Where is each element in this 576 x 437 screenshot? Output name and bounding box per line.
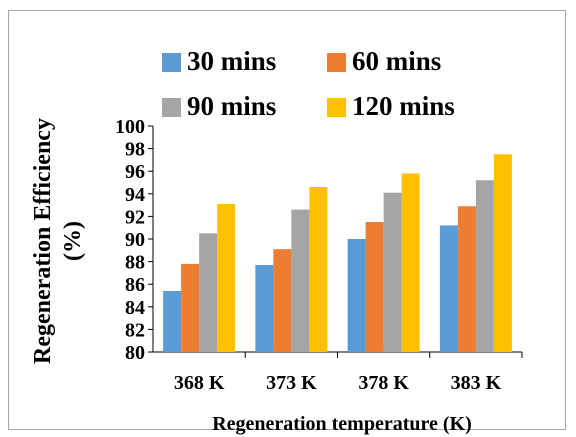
bar-30-mins-378-K [347, 239, 366, 352]
y-tick-label: 92 [125, 206, 145, 228]
legend-label-60-mins: 60 mins [352, 46, 441, 76]
bar-30-mins-373-K [255, 264, 274, 352]
bar-60-mins-373-K [273, 249, 292, 352]
y-tick-label: 100 [115, 116, 145, 138]
bar-120-mins-383-K [493, 154, 512, 352]
y-tick-label: 90 [125, 229, 145, 251]
legend-swatch-120-mins [327, 98, 346, 117]
y-axis-title-line2: (%) [60, 221, 86, 261]
bar-60-mins-368-K [181, 263, 200, 352]
y-tick-label: 88 [125, 252, 145, 274]
y-tick-label: 84 [125, 297, 145, 319]
bar-120-mins-368-K [217, 203, 236, 352]
y-axis-title: Regeneration Efficiency (%) [30, 118, 86, 364]
x-tick-label: 373 K [266, 372, 317, 394]
bar-60-mins-383-K [457, 206, 476, 352]
x-tick-label: 378 K [358, 372, 409, 394]
y-tick-label: 80 [125, 342, 145, 364]
x-tick-label: 383 K [451, 372, 502, 394]
bar-120-mins-373-K [309, 187, 328, 352]
y-tick-label: 82 [125, 319, 145, 341]
bar-30-mins-368-K [163, 290, 182, 352]
bar-90-mins-368-K [199, 233, 218, 352]
legend-label-30-mins: 30 mins [187, 46, 276, 76]
bar-60-mins-378-K [365, 222, 384, 352]
bar-120-mins-378-K [401, 173, 420, 352]
legend-label-90-mins: 90 mins [187, 91, 276, 121]
legend-swatch-30-mins [162, 53, 181, 72]
bar-30-mins-383-K [439, 225, 458, 352]
y-tick-label: 96 [125, 161, 145, 183]
x-tick-label: 368 K [174, 372, 225, 394]
y-tick-label: 86 [125, 274, 145, 296]
legend-swatch-60-mins [327, 53, 346, 72]
x-axis-title: Regeneration temperature (K) [212, 413, 472, 435]
bar-90-mins-383-K [475, 180, 494, 352]
y-axis-title-line1: Regeneration Efficiency [30, 118, 56, 364]
bar-90-mins-373-K [291, 209, 310, 352]
legend-swatch-90-mins [162, 98, 181, 117]
y-tick-label: 94 [125, 184, 145, 206]
bar-90-mins-378-K [383, 192, 402, 352]
legend: 30 mins 60 mins 90 mins 120 mins [162, 46, 455, 121]
y-tick-label: 98 [125, 139, 145, 161]
legend-label-120-mins: 120 mins [352, 91, 455, 121]
